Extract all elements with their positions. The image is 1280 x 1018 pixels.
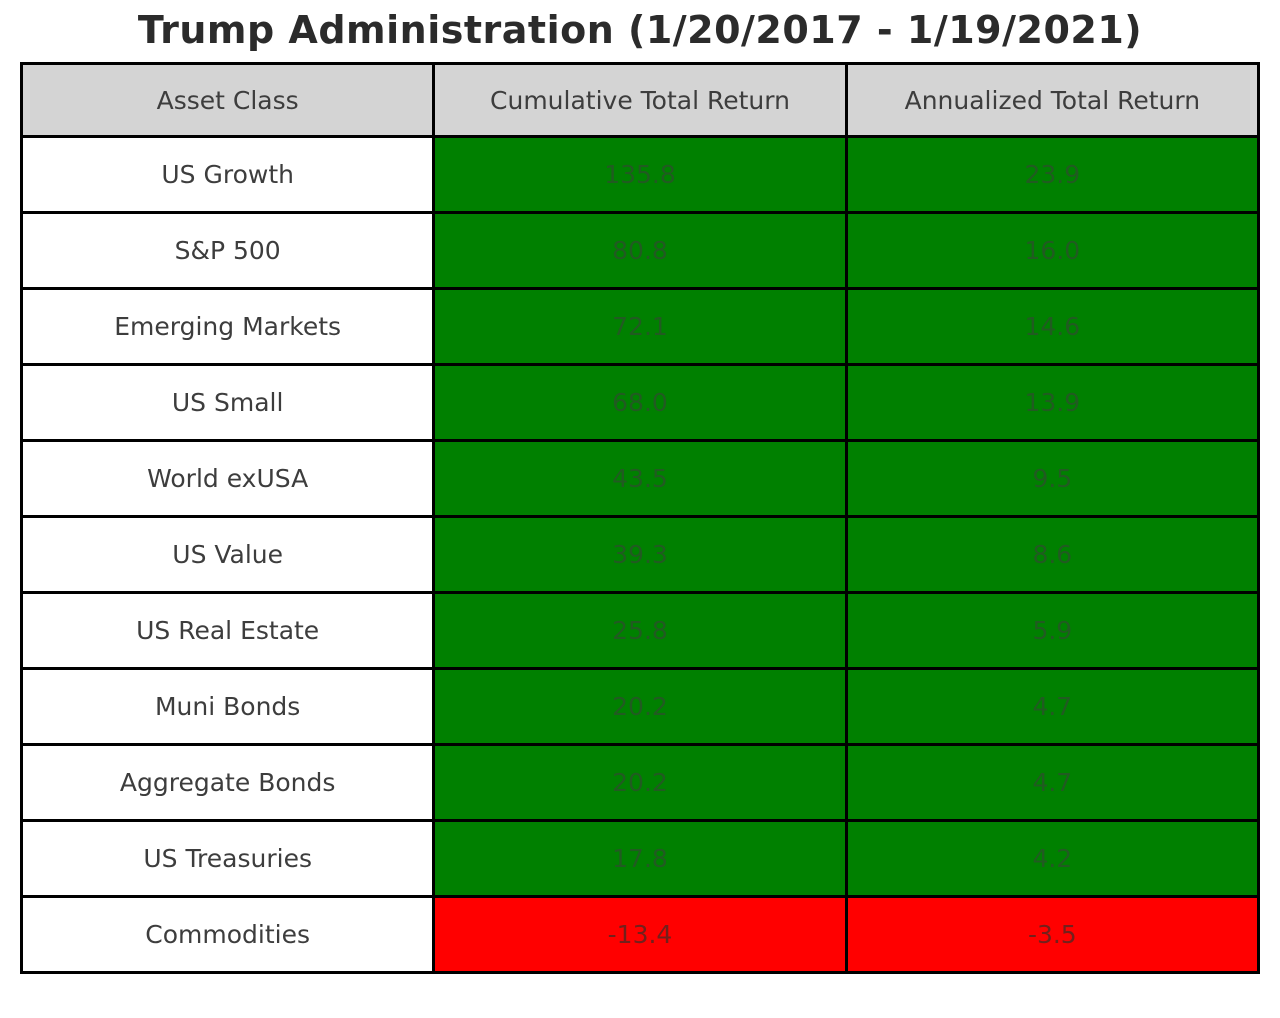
asset-cell: World exUSA [19, 439, 436, 518]
asset-cell: US Treasuries [19, 819, 436, 898]
annualized-cell: 4.7 [844, 743, 1261, 822]
asset-cell: Emerging Markets [19, 287, 436, 366]
table-row: Commodities -13.4 -3.5 [19, 895, 1261, 974]
asset-cell: Muni Bonds [19, 667, 436, 746]
cumulative-cell: 20.2 [432, 667, 848, 746]
table-row: US Value 39.3 8.6 [19, 515, 1261, 594]
asset-cell: Commodities [19, 895, 436, 974]
col-header-annualized-return: Annualized Total Return [844, 62, 1261, 138]
annualized-cell: 16.0 [844, 211, 1261, 290]
annualized-cell: 4.7 [844, 667, 1261, 746]
cumulative-cell: 25.8 [432, 591, 848, 670]
cumulative-cell: 72.1 [432, 287, 848, 366]
table-row: Muni Bonds 20.2 4.7 [19, 667, 1261, 746]
cumulative-cell: -13.4 [432, 895, 848, 974]
table-row: Emerging Markets 72.1 14.6 [19, 287, 1261, 366]
asset-cell: US Real Estate [19, 591, 436, 670]
cumulative-cell: 43.5 [432, 439, 848, 518]
annualized-cell: 9.5 [844, 439, 1261, 518]
asset-cell: US Value [19, 515, 436, 594]
annualized-cell: -3.5 [844, 895, 1261, 974]
cumulative-cell: 17.8 [432, 819, 848, 898]
asset-cell: Aggregate Bonds [19, 743, 436, 822]
table-row: US Small 68.0 13.9 [19, 363, 1261, 442]
cumulative-cell: 80.8 [432, 211, 848, 290]
col-header-cumulative-return: Cumulative Total Return [432, 62, 848, 138]
table-row: S&P 500 80.8 16.0 [19, 211, 1261, 290]
col-header-asset-class: Asset Class [19, 62, 436, 138]
annualized-cell: 4.2 [844, 819, 1261, 898]
asset-cell: US Small [19, 363, 436, 442]
returns-table-container: Asset Class Cumulative Total Return Annu… [19, 62, 1261, 974]
header-row: Asset Class Cumulative Total Return Annu… [19, 62, 1261, 138]
annualized-cell: 14.6 [844, 287, 1261, 366]
cumulative-cell: 68.0 [432, 363, 848, 442]
table-row: World exUSA 43.5 9.5 [19, 439, 1261, 518]
returns-table: Asset Class Cumulative Total Return Annu… [19, 62, 1261, 974]
annualized-cell: 5.9 [844, 591, 1261, 670]
cumulative-cell: 20.2 [432, 743, 848, 822]
asset-cell: US Growth [19, 135, 436, 214]
annualized-cell: 13.9 [844, 363, 1261, 442]
cumulative-cell: 135.8 [432, 135, 848, 214]
asset-cell: S&P 500 [19, 211, 436, 290]
page-title: Trump Administration (1/20/2017 - 1/19/2… [137, 8, 1143, 52]
table-row: US Real Estate 25.8 5.9 [19, 591, 1261, 670]
table-row: US Growth 135.8 23.9 [19, 135, 1261, 214]
annualized-cell: 8.6 [844, 515, 1261, 594]
table-row: Aggregate Bonds 20.2 4.7 [19, 743, 1261, 822]
table-row: US Treasuries 17.8 4.2 [19, 819, 1261, 898]
cumulative-cell: 39.3 [432, 515, 848, 594]
annualized-cell: 23.9 [844, 135, 1261, 214]
